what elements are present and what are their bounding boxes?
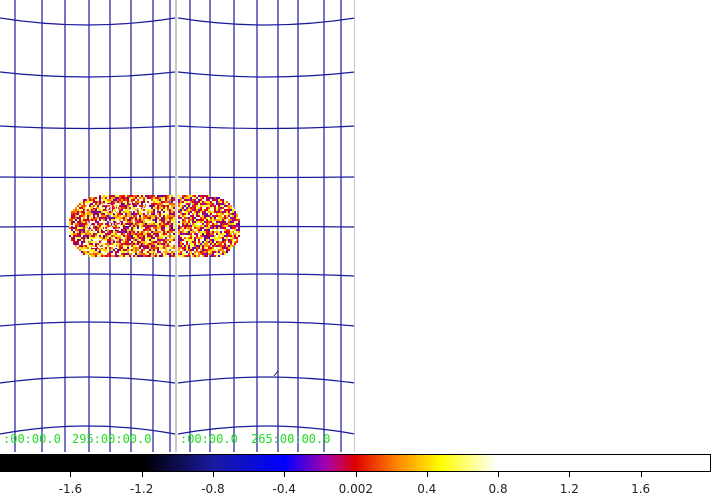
colorbar-tick-mark	[141, 472, 143, 477]
grid-parallel	[0, 17, 175, 26]
grid-parallel	[0, 273, 175, 277]
coord-label-right-1: :00:00.0	[180, 432, 238, 446]
grid-parallel	[178, 176, 355, 179]
colorbar-tick-mark	[640, 472, 642, 477]
colorbar-tick-mark	[284, 472, 286, 477]
colorbar-tick-mark	[426, 472, 428, 477]
colorbar-tick-mark	[569, 472, 571, 477]
grid-parallel	[0, 376, 175, 384]
colorbar[interactable]	[0, 454, 711, 472]
colorbar-tick-label: -1.6	[58, 482, 83, 496]
colorbar-tick-mark	[70, 472, 72, 477]
image-frame-right[interactable]: :00:00.0 265:00:00.0	[178, 0, 355, 452]
colorbar-tick-label: -0.8	[201, 482, 225, 496]
coord-label-right-2: 265:00:00.0	[251, 432, 331, 446]
grid-parallel	[0, 321, 175, 327]
coord-label-left-1: :00:00.0	[3, 432, 61, 446]
colorbar-tick-label: -1.2	[129, 482, 154, 496]
colorbar-tick-label: 0.4	[417, 482, 437, 496]
source-label: X-ray 1+4	[84, 200, 150, 214]
grid-parallel	[178, 71, 355, 78]
grid-parallel	[0, 71, 175, 78]
source-label: 12 1	[90, 237, 119, 251]
grid-parallel	[178, 17, 355, 26]
colorbar-tick-label: -0.4	[272, 482, 296, 496]
coord-label-left-2: 295:00:00.0	[72, 432, 152, 446]
colorbar-tick-mark	[355, 472, 357, 477]
panel-divider	[175, 0, 177, 452]
source-label: X 123	[86, 219, 123, 233]
colorbar-tick-label: 0.8	[488, 482, 508, 496]
colorbar-tick-mark	[498, 472, 500, 477]
coordinate-grid-left	[0, 0, 175, 452]
panel-edge	[354, 0, 355, 452]
colorbar-tick-label: 0.002	[338, 482, 374, 496]
colorbar-tick-mark	[212, 472, 214, 477]
grid-parallel	[0, 176, 175, 179]
grid-parallel	[178, 125, 355, 130]
cursor-mark	[273, 370, 279, 377]
colorbar-tick-label: 1.2	[559, 482, 579, 496]
image-frame-left[interactable]: X-ray 1+4 X 123 12 1 :00:00.0 295:00:00.…	[0, 0, 175, 452]
grid-parallel	[178, 321, 355, 327]
grid-parallel	[178, 273, 355, 277]
colorbar-tick-label: 1.6	[631, 482, 651, 496]
grid-parallel	[178, 425, 355, 435]
grid-parallel	[0, 125, 175, 130]
grid-parallel	[0, 425, 175, 435]
grid-parallel	[178, 376, 355, 384]
coordinate-grid-right	[178, 0, 355, 452]
